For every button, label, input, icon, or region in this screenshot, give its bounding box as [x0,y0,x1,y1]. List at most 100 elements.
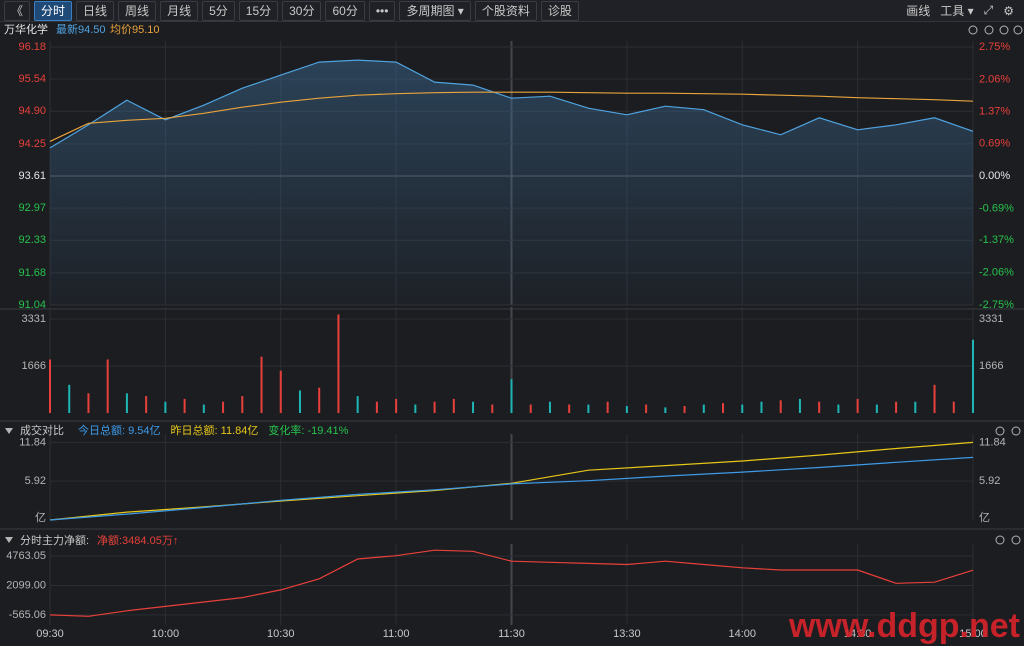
settings-icon[interactable] [1013,25,1023,35]
volume-bar [145,396,148,413]
collapse-icon[interactable] [5,537,13,543]
zoom-in-icon[interactable] [984,25,994,35]
y2-tick-label: 1.37% [979,106,1010,118]
toolbar-button[interactable]: 分时 [34,0,73,21]
toolbar-button[interactable]: 日线 [76,0,115,21]
y-tick-label: 4763.05 [6,550,46,562]
volume-bar [414,404,417,413]
y-tick-label: 1666 [979,360,1003,372]
y-tick-label: 5.92 [25,475,46,487]
y-tick-label: 96.18 [18,41,46,53]
volume-bar [375,401,378,413]
volume-bar [683,405,686,413]
toolbar-button[interactable]: 15分 [238,0,279,21]
toolbar: 《分时 日线 周线 月线 5分 15分 30分 60分 ••• 多周期图 ▾ 个股资料 诊股 画线 工具 … [0,0,1024,22]
settings-icon[interactable] [1011,426,1021,436]
volume-bar [337,314,340,413]
toolbar-button[interactable]: 多周期图 ▾ [399,0,471,21]
volume-bar [241,396,244,413]
volume-bar [760,401,763,413]
volume-bar [664,407,667,413]
y-tick-label: 94.25 [18,138,46,150]
toolbar-button[interactable]: 周线 [118,0,157,21]
close-icon[interactable] [995,535,1005,545]
volume-bar [914,401,917,413]
volume-bar [87,393,90,413]
average-price: 均价95.10 [110,23,160,36]
toolbar-button[interactable]: 60分 [325,0,365,21]
collapse-icon[interactable] [5,428,13,434]
toolbar-button[interactable]: ••• [368,0,396,21]
x-tick-label: 14:00 [728,628,756,640]
y-tick-label: 3331 [22,313,46,325]
toolbar-button[interactable]: 《 [4,0,31,21]
y-tick-label: 92.97 [18,202,46,214]
toolbar-button[interactable]: 工具 ▾ [940,4,974,18]
toolbar-button[interactable]: 5分 [202,0,235,21]
latest-price: 最新94.50 [56,22,106,36]
volume-bar [452,398,455,413]
volume-bar [606,401,609,413]
y-tick-label: 5.92 [979,475,1000,487]
toolbar-button[interactable]: 30分 [282,0,322,21]
volume-bar [702,404,705,413]
toolbar-button[interactable]: 画线 [906,4,931,18]
y-tick-label: 95.54 [18,73,46,85]
panel-label: 净额:3484.05万↑ [97,533,178,547]
volume-bar [548,401,551,413]
x-tick-label: 10:00 [152,628,180,640]
y-tick-label: 3331 [979,313,1003,325]
stock-name: 万华化学 [4,22,48,36]
volume-bar [164,401,167,413]
volume-bar [856,398,859,413]
panel-label: 昨日总额: 11.84亿 [171,423,259,437]
y-tick-label: 11.84 [979,436,1006,448]
y2-tick-label: -0.69% [979,202,1014,214]
volume-bar [645,404,648,413]
y2-tick-label: 2.06% [979,73,1010,85]
y-tick-label: 2099.00 [6,579,46,591]
panel-title: 成交对比 [20,423,64,437]
volume-bar [895,401,898,413]
average-line [49,91,974,142]
unit-label: 亿 [979,511,990,524]
x-tick-label: 14:30 [844,628,872,640]
unit-label: 亿 [35,511,46,524]
volume-bar [625,405,628,413]
volume-bar [222,401,225,413]
y2-tick-label: 0.00% [979,170,1010,182]
volume-bar [972,339,974,413]
settings-icon[interactable] [1011,535,1021,545]
panel-title: 分时主力净额: [20,533,89,547]
series-line [49,549,974,617]
volume-bar [491,404,494,413]
y-tick-label: 93.61 [18,170,46,182]
x-tick-label: 13:30 [613,628,641,640]
toolbar-button[interactable]: ⚙ [1003,3,1014,18]
volume-bar [722,403,725,413]
volume-bar [260,356,263,413]
refresh-icon[interactable] [968,25,978,35]
volume-bar [183,398,186,413]
volume-bar [49,359,51,413]
volume-bar [952,401,955,413]
volume-bar [202,404,205,413]
toolbar-button[interactable]: 诊股 [540,0,579,21]
toolbar-button[interactable]: 月线 [160,0,199,21]
zoom-out-icon[interactable] [999,25,1009,35]
close-icon[interactable] [995,426,1005,436]
panel-label: 变化率: -19.41% [268,423,348,437]
y2-tick-label: 0.69% [979,138,1010,150]
x-tick-label: 11:30 [498,628,525,640]
toolbar-button[interactable]: ⤢ [983,3,994,17]
panel-label: 今日总额: 9.54亿 [78,423,161,437]
volume-bar [798,398,801,413]
toolbar-button[interactable]: 个股资料 [474,0,537,21]
volume-bar [298,390,301,413]
x-tick-label: 11:00 [383,628,410,640]
volume-bar [472,401,475,413]
y-tick-label: 91.68 [18,267,46,279]
volume-bar [779,400,782,413]
volume-bar [433,401,436,413]
